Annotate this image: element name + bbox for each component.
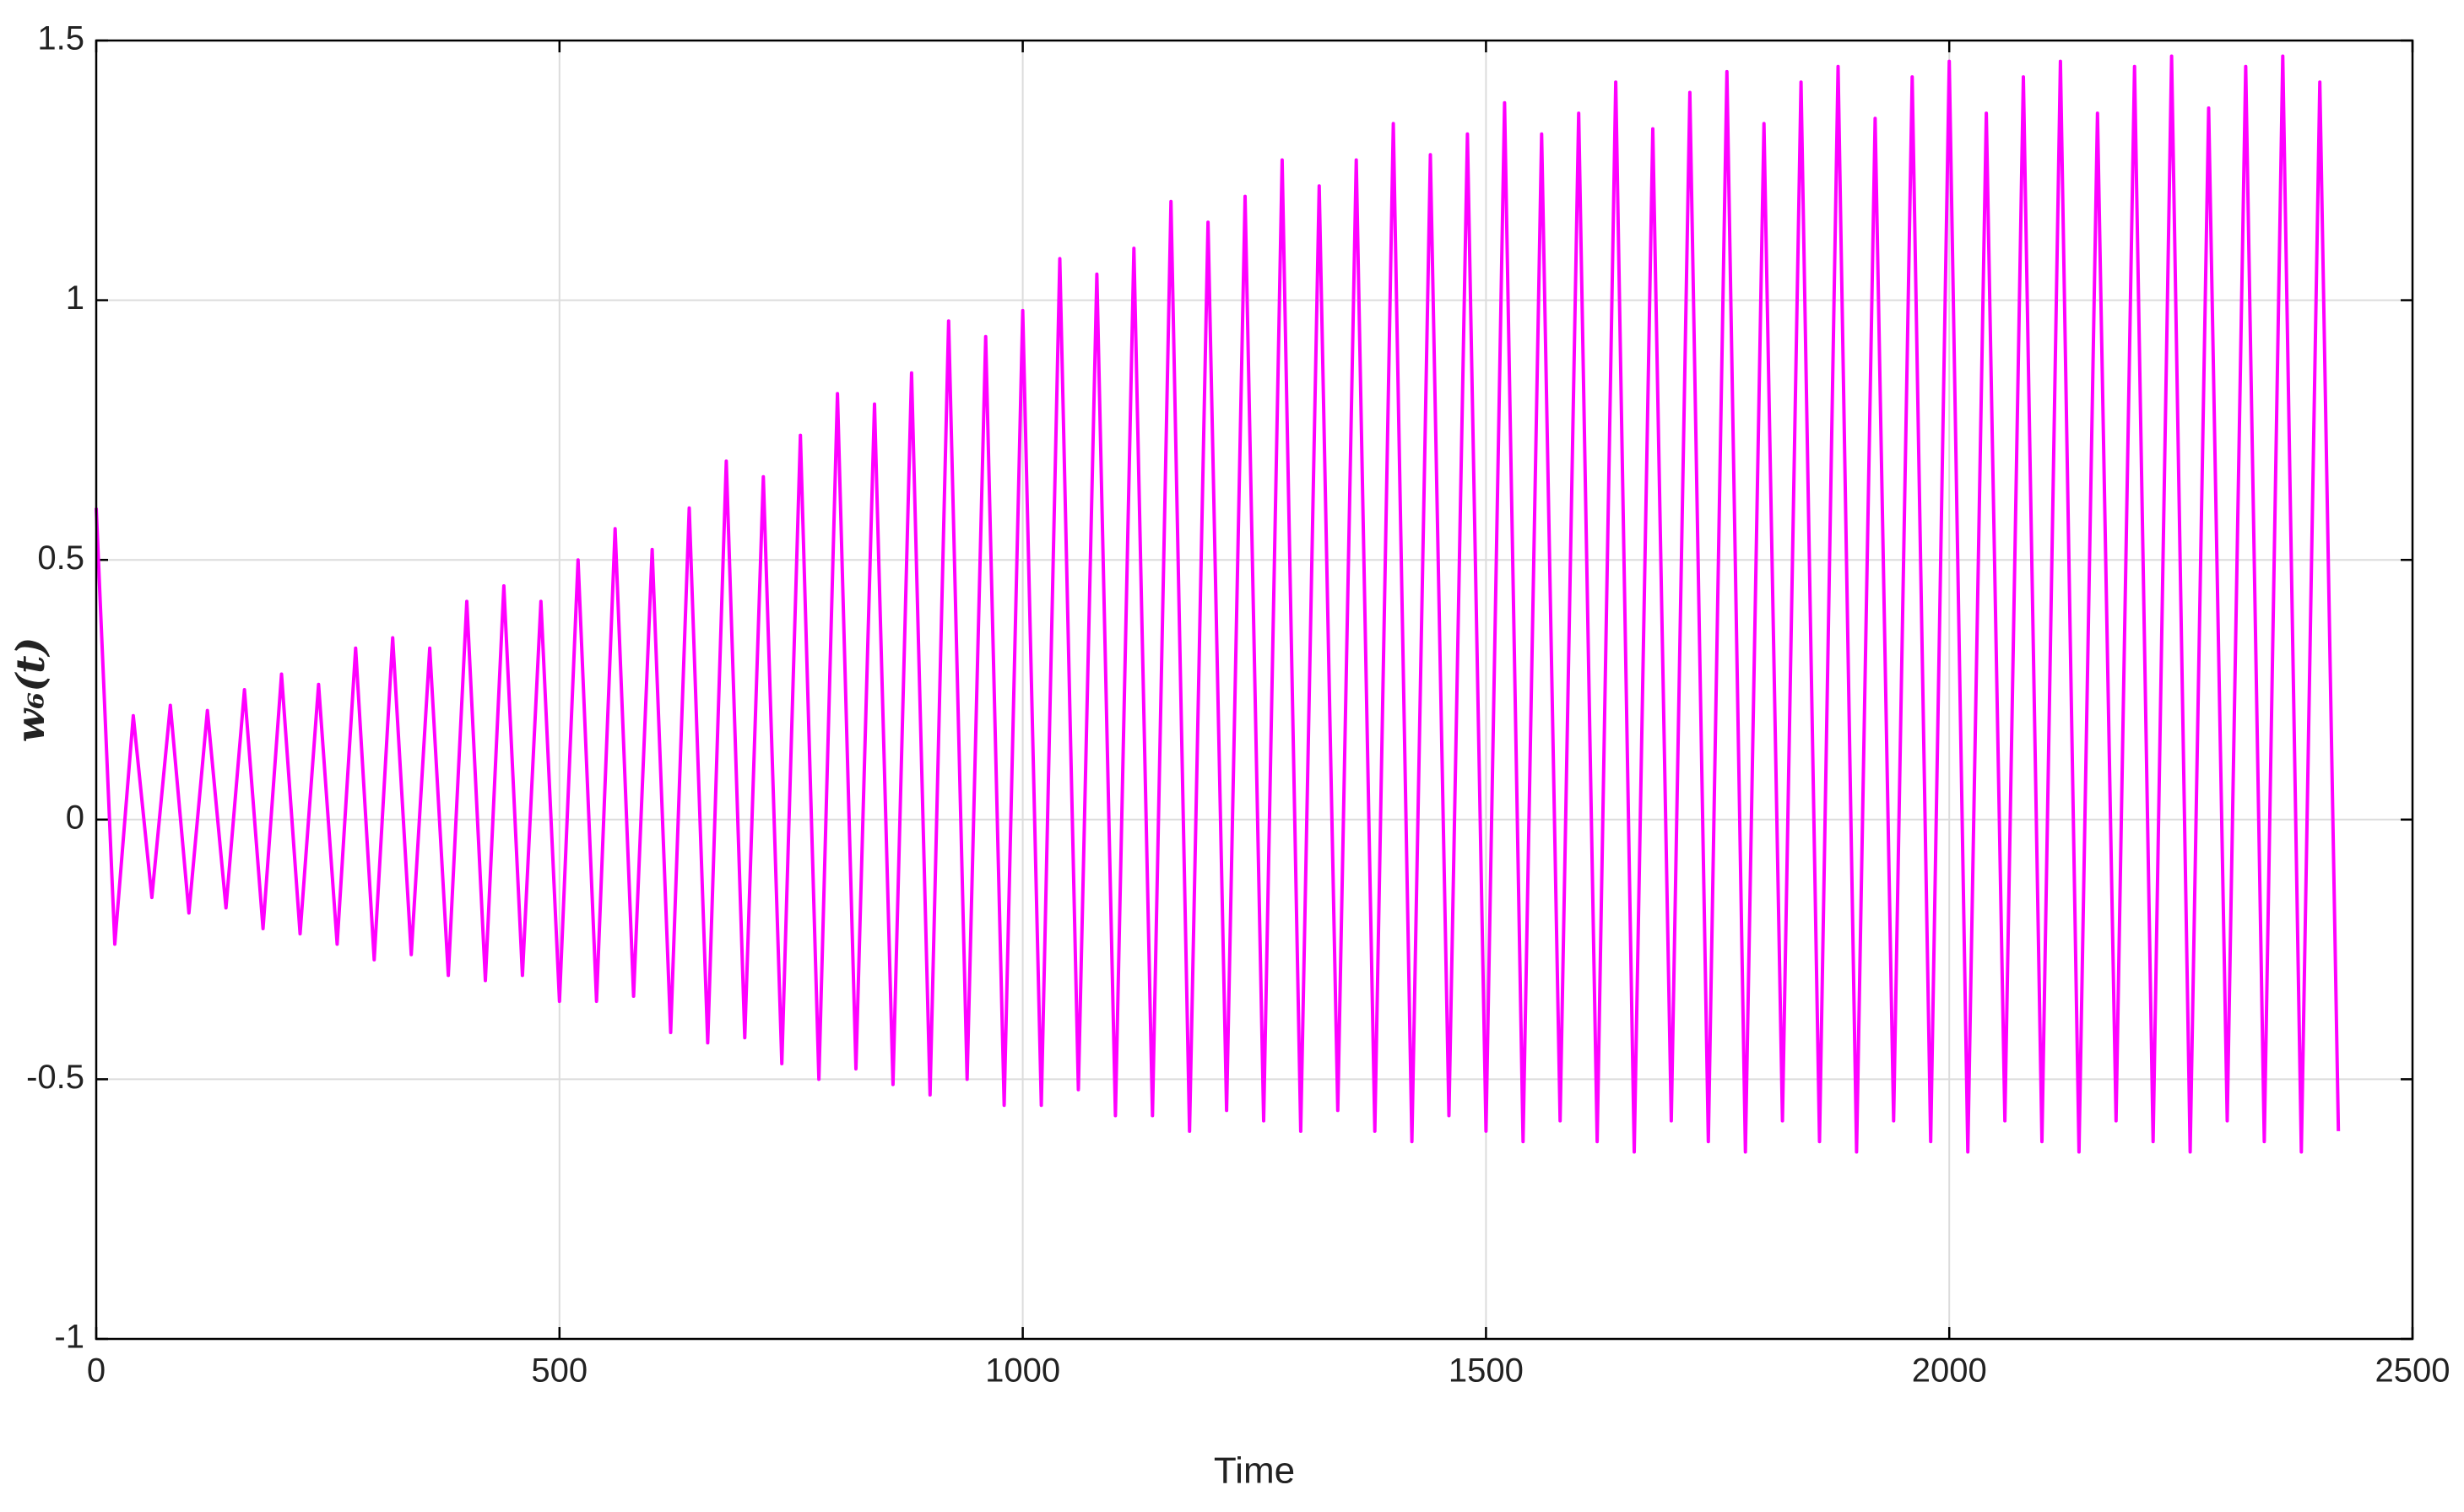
y-tick-label: -0.5 bbox=[26, 1059, 84, 1096]
x-tick-label: 1500 bbox=[1449, 1352, 1524, 1390]
x-tick-label: 0 bbox=[87, 1352, 106, 1390]
x-tick-label: 2500 bbox=[2375, 1352, 2450, 1390]
x-tick-label: 2000 bbox=[1912, 1352, 1987, 1390]
y-axis-label: w₆(t) bbox=[8, 637, 53, 743]
data-line bbox=[95, 54, 2341, 1154]
plot-frame bbox=[95, 39, 2414, 1341]
y-tick-label: 1 bbox=[66, 279, 84, 317]
x-tick-label: 500 bbox=[531, 1352, 588, 1390]
y-tick-label: -1 bbox=[54, 1319, 84, 1356]
y-tick-label: 0.5 bbox=[37, 539, 84, 577]
y-tick-label: 0 bbox=[66, 799, 84, 836]
x-tick-label: 1000 bbox=[985, 1352, 1060, 1390]
y-tick-label: 1.5 bbox=[37, 20, 84, 57]
x-axis-label: Time bbox=[1214, 1450, 1295, 1492]
